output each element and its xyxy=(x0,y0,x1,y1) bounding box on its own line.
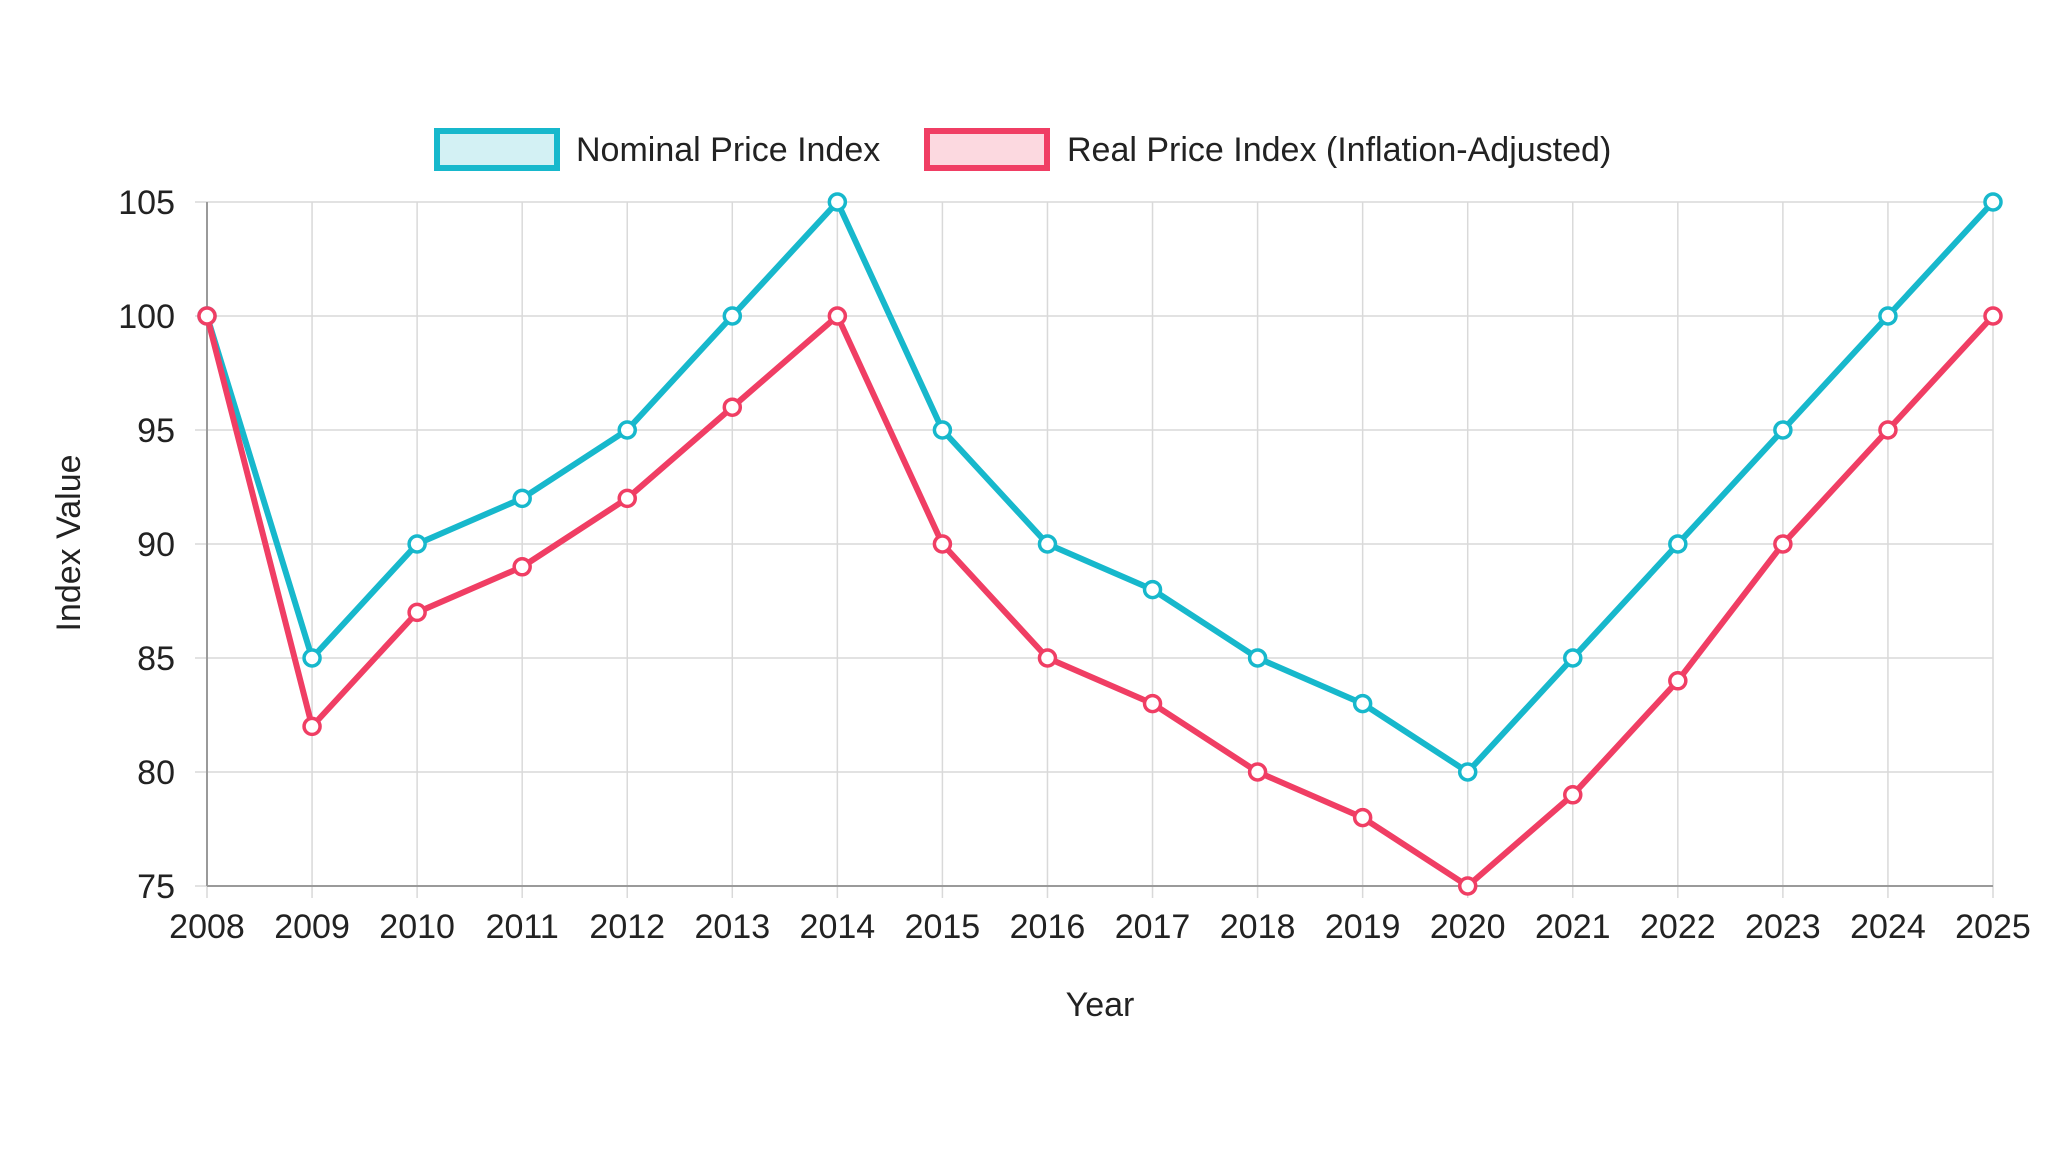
data-point[interactable] xyxy=(1037,534,1058,554)
data-point[interactable] xyxy=(1247,762,1268,782)
data-point[interactable] xyxy=(1457,876,1478,896)
x-tick-label: 2023 xyxy=(1745,908,1821,946)
x-tick-label: 2013 xyxy=(694,908,770,946)
data-point[interactable] xyxy=(722,397,743,417)
x-tick-label: 2010 xyxy=(379,908,455,946)
data-point[interactable] xyxy=(1457,762,1478,782)
y-tick-label: 95 xyxy=(137,412,175,450)
legend-swatch-nominal[interactable] xyxy=(434,128,560,171)
x-tick-labels: 2008 2009 2010 2011 2012 2013 2014 2015 2016 2017… xyxy=(169,908,2031,946)
x-tick-label: 2024 xyxy=(1850,908,1926,946)
series-line xyxy=(204,313,1996,889)
data-point[interactable] xyxy=(1773,420,1793,440)
x-tick-label: 2017 xyxy=(1115,908,1191,946)
x-tick-label: 2016 xyxy=(1010,908,1086,946)
y-tick-label: 90 xyxy=(137,526,175,564)
data-point[interactable] xyxy=(1878,306,1898,326)
x-tick-label: 2025 xyxy=(1955,908,2031,946)
grid xyxy=(195,201,1994,898)
data-point[interactable] xyxy=(1142,579,1163,600)
legend-item-real[interactable]: Real Price Index (Inflation-Adjusted) xyxy=(924,128,1611,171)
data-point[interactable] xyxy=(932,420,953,440)
data-point[interactable] xyxy=(1773,534,1793,554)
data-point[interactable] xyxy=(1563,648,1583,668)
data-point[interactable] xyxy=(512,557,532,577)
series xyxy=(197,192,2003,896)
data-point[interactable] xyxy=(1142,693,1163,714)
y-tick-label: 75 xyxy=(137,868,175,906)
series-0 xyxy=(197,192,2003,782)
data-point[interactable] xyxy=(1563,785,1583,805)
x-tick-label: 2008 xyxy=(169,908,245,946)
data-point[interactable] xyxy=(407,534,427,554)
x-tick-label: 2012 xyxy=(589,908,665,946)
y-tick-label: 105 xyxy=(118,184,175,222)
x-tick-label: 2022 xyxy=(1640,908,1716,946)
series-line xyxy=(204,199,1996,775)
data-point[interactable] xyxy=(722,306,743,326)
y-tick-label: 85 xyxy=(137,640,175,678)
data-point[interactable] xyxy=(1983,306,2003,326)
x-tick-label: 2018 xyxy=(1220,908,1296,946)
legend-swatch-real[interactable] xyxy=(924,128,1050,171)
data-point[interactable] xyxy=(1352,807,1373,828)
data-point[interactable] xyxy=(1668,671,1688,691)
data-point[interactable] xyxy=(512,488,532,509)
y-tick-labels: 75 80 85 90 95 100 105 xyxy=(118,184,175,906)
y-tick-label: 100 xyxy=(118,298,175,336)
data-point[interactable] xyxy=(827,192,848,212)
data-point[interactable] xyxy=(1983,192,2003,212)
data-point[interactable] xyxy=(1352,693,1373,714)
data-point[interactable] xyxy=(932,534,953,554)
data-point[interactable] xyxy=(1247,648,1268,668)
legend-label-real[interactable]: Real Price Index (Inflation-Adjusted) xyxy=(1067,131,1611,169)
y-tick-label: 80 xyxy=(137,754,175,792)
data-point[interactable] xyxy=(1668,534,1688,554)
data-point[interactable] xyxy=(1037,648,1058,668)
x-tick-label: 2011 xyxy=(486,908,559,946)
series-1 xyxy=(197,306,2003,896)
x-axis-title: Year xyxy=(1066,986,1135,1024)
data-point[interactable] xyxy=(197,306,217,326)
data-point[interactable] xyxy=(1878,420,1898,440)
x-tick-label: 2019 xyxy=(1325,908,1401,946)
legend[interactable]: Nominal Price Index Real Price Index (In… xyxy=(434,128,1611,171)
legend-item-nominal[interactable]: Nominal Price Index xyxy=(434,128,880,171)
data-point[interactable] xyxy=(407,602,427,623)
legend-label-nominal[interactable]: Nominal Price Index xyxy=(576,131,880,169)
x-tick-label: 2009 xyxy=(274,908,350,946)
x-tick-label: 2020 xyxy=(1430,908,1506,946)
data-point[interactable] xyxy=(302,716,322,737)
x-tick-label: 2021 xyxy=(1535,908,1611,946)
y-axis-title: Index Value xyxy=(50,454,88,631)
x-tick-label: 2015 xyxy=(905,908,981,946)
data-point[interactable] xyxy=(617,488,637,509)
x-tick-label: 2014 xyxy=(800,908,876,946)
data-point[interactable] xyxy=(302,648,322,668)
data-point[interactable] xyxy=(827,306,848,326)
data-point[interactable] xyxy=(617,420,637,440)
